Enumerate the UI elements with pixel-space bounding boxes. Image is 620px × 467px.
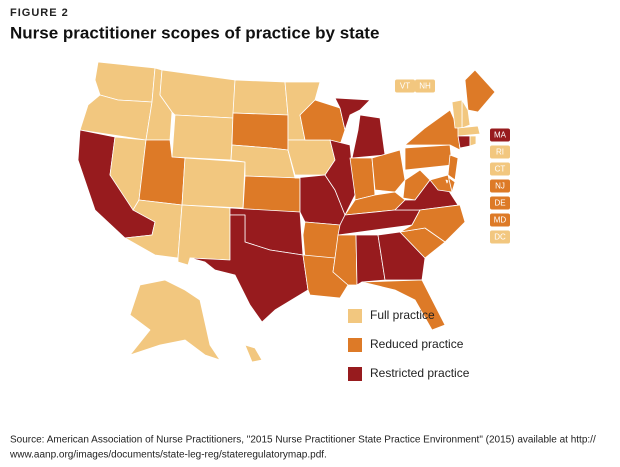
label-text: NJ — [495, 182, 505, 191]
region — [242, 175, 301, 213]
source: Source: American Association of Nurse Pr… — [10, 435, 596, 446]
region — [171, 114, 234, 161]
label-box — [415, 79, 435, 93]
label-box — [490, 145, 510, 159]
region — [355, 234, 386, 286]
region — [429, 174, 453, 193]
label-text: DE — [494, 199, 505, 208]
region — [447, 154, 459, 181]
legend-label: Restricted practice — [370, 366, 470, 380]
region — [399, 204, 466, 243]
region — [181, 157, 246, 209]
region — [361, 279, 446, 331]
label-box — [395, 79, 415, 93]
label-text: DC — [494, 233, 506, 242]
legend: Full practice Reduced practice Restricted … — [348, 308, 470, 381]
region — [159, 69, 236, 119]
label-box — [490, 162, 510, 176]
region — [371, 149, 406, 193]
legend-swatch — [348, 338, 362, 352]
legend-label: Full practice — [370, 308, 435, 322]
region — [302, 221, 341, 259]
label-box — [490, 196, 510, 210]
label-text: VT — [400, 82, 410, 91]
region — [232, 79, 289, 116]
region — [469, 135, 477, 147]
region — [287, 139, 336, 176]
label-text: RI — [496, 148, 504, 157]
label-text: MD — [494, 216, 507, 225]
region — [231, 112, 289, 151]
label-text: MA — [494, 131, 507, 140]
label-text: CT — [495, 165, 506, 174]
region — [404, 144, 453, 171]
label-box — [490, 179, 510, 193]
legend-label: Reduced practice — [370, 337, 464, 351]
region — [244, 344, 263, 363]
map — [77, 61, 496, 363]
region — [457, 135, 471, 149]
region — [464, 69, 496, 113]
region — [377, 231, 426, 281]
region — [177, 204, 231, 266]
region — [324, 139, 356, 216]
region — [334, 97, 386, 159]
source: www.aanp.org/images/documents/state-leg-… — [9, 450, 327, 461]
label-box — [490, 128, 510, 142]
label-box — [490, 213, 510, 227]
legend-swatch — [348, 367, 362, 381]
region — [189, 214, 309, 323]
title: Nurse practitioner scopes of practice by… — [10, 23, 379, 42]
region — [457, 125, 481, 137]
figure-label: FIGURE 2 — [10, 7, 69, 19]
label-box — [490, 230, 510, 244]
state-labels: VT NH MA RI CT NJ DE MD DC — [395, 79, 510, 244]
region — [404, 109, 461, 151]
region — [445, 179, 449, 184]
label-text: NH — [419, 82, 431, 91]
legend-swatch — [348, 309, 362, 323]
region — [129, 279, 221, 361]
